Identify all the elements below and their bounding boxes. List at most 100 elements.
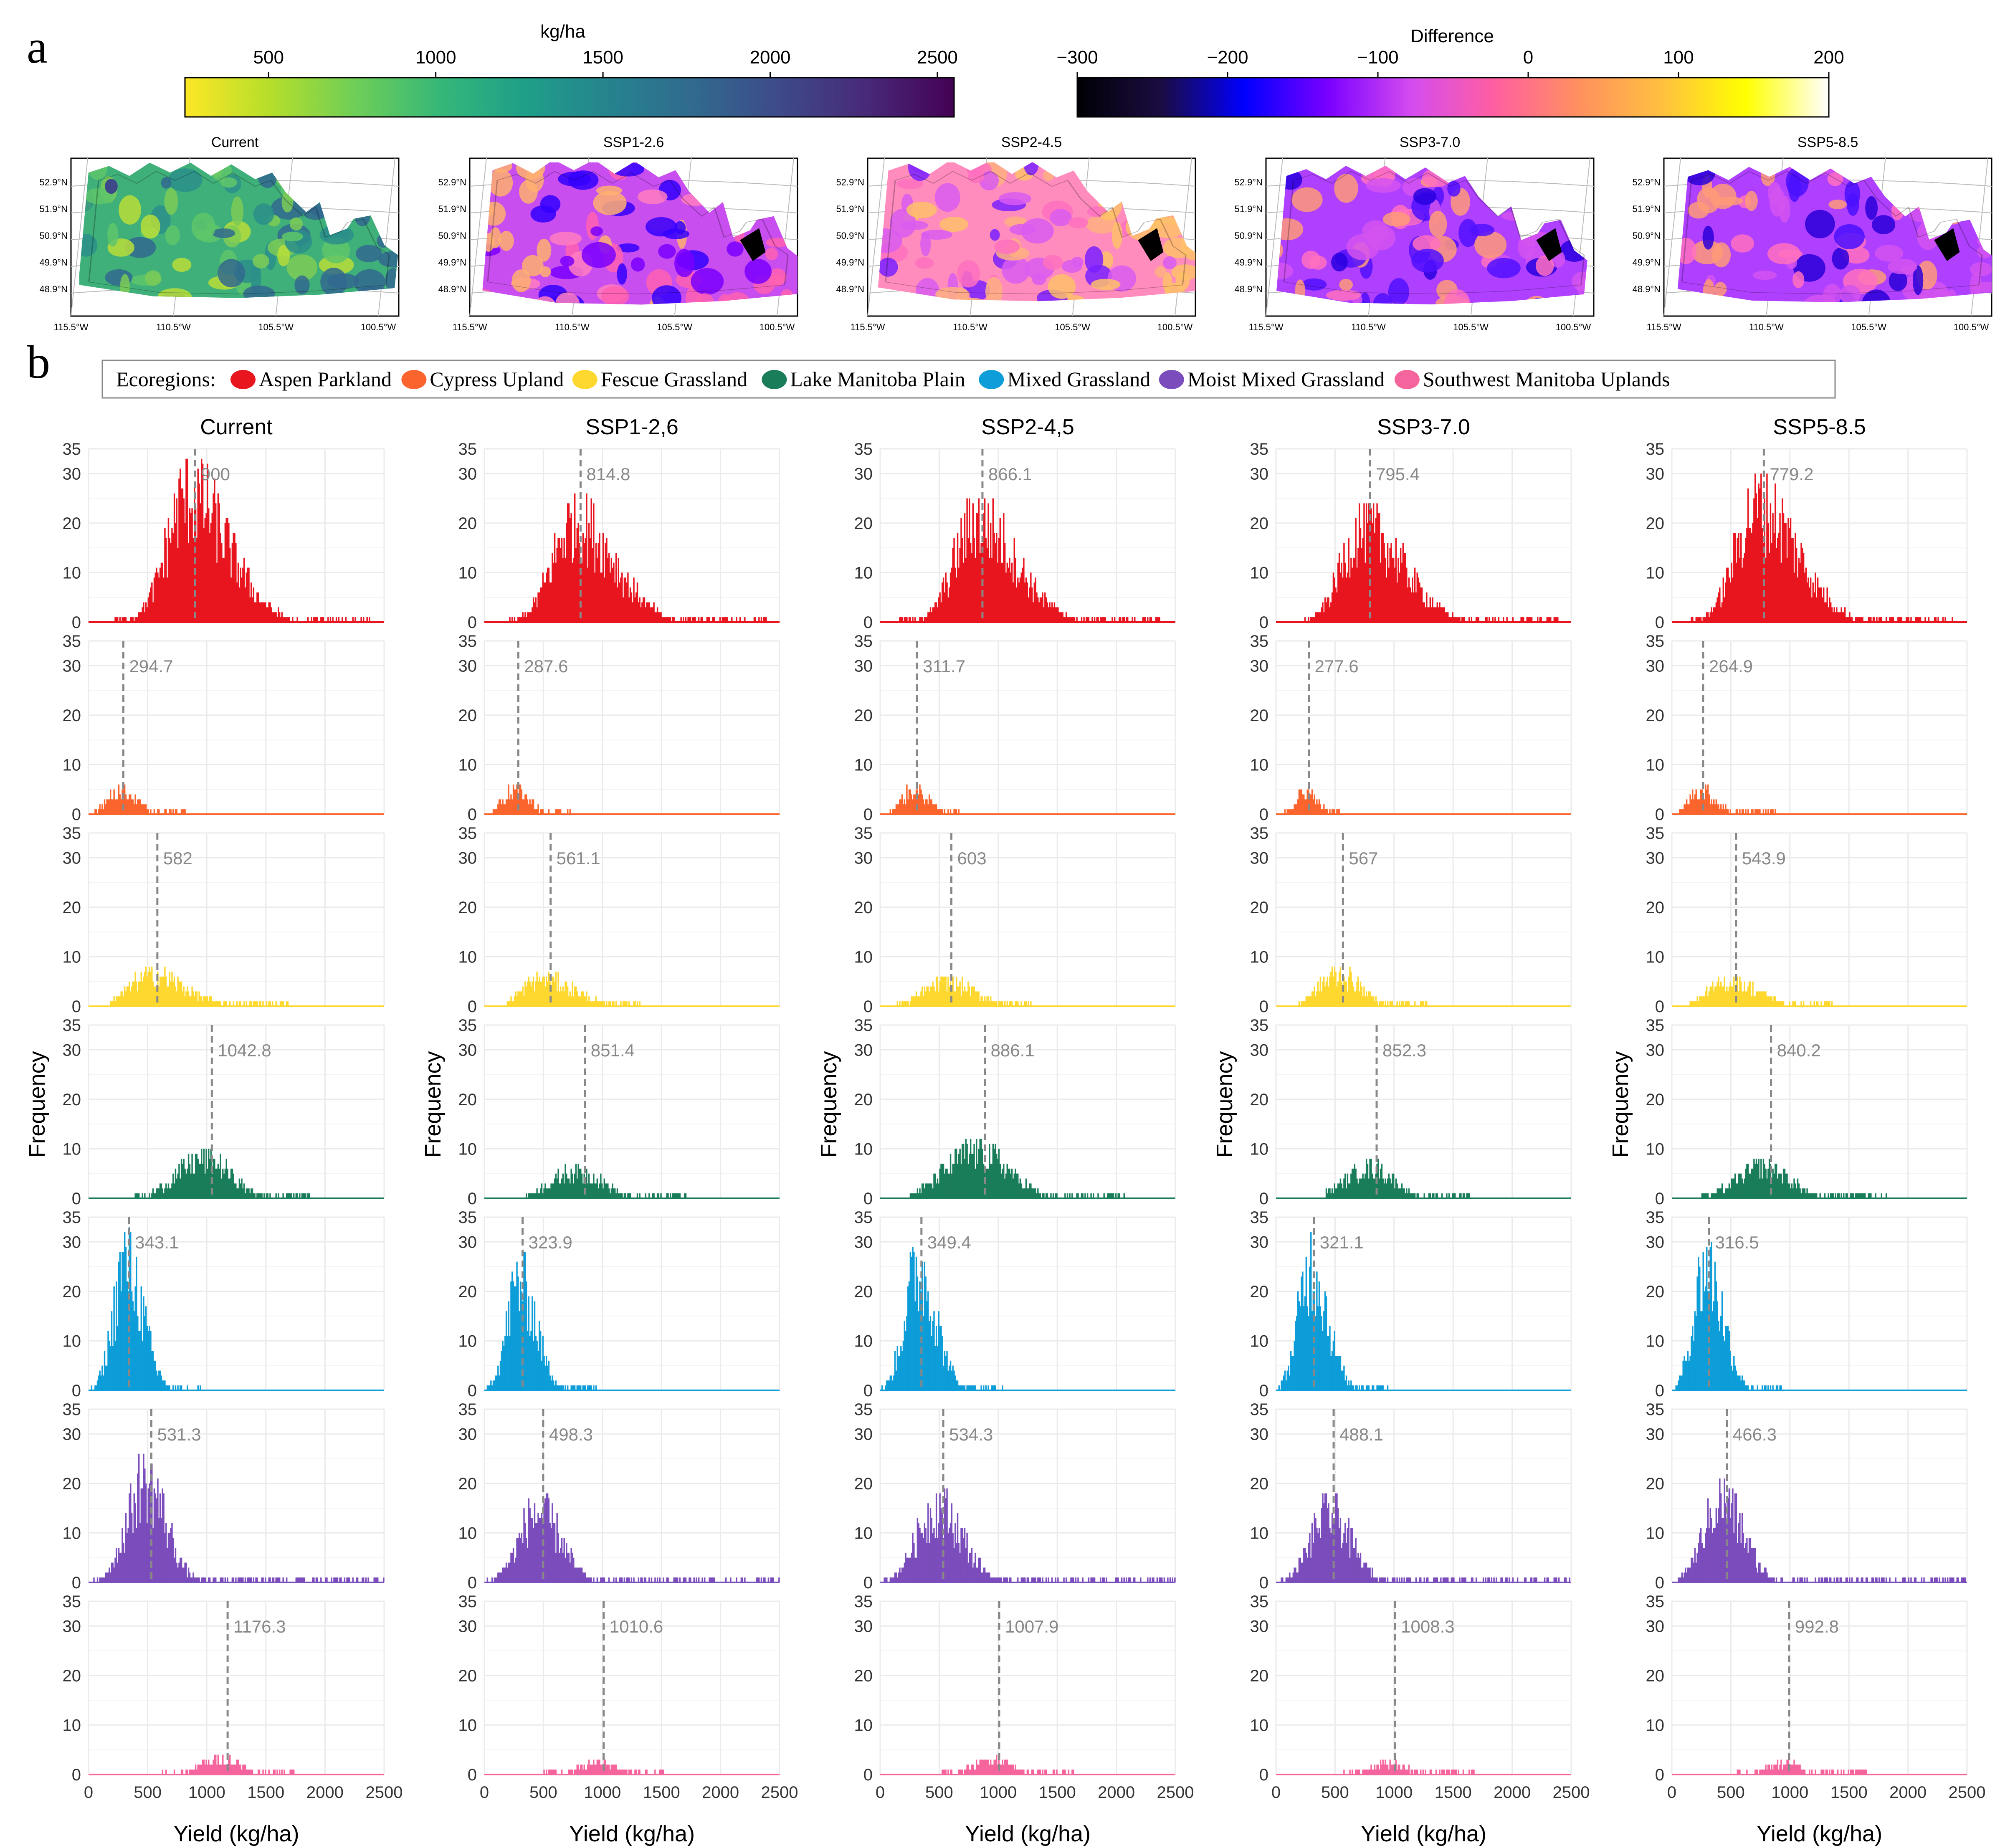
histogram-bar xyxy=(144,612,146,622)
histogram-bar xyxy=(1009,1001,1010,1006)
histogram-bar xyxy=(1735,562,1737,622)
histogram-bar xyxy=(954,809,956,814)
histogram-bar xyxy=(307,1193,309,1198)
histogram-bar xyxy=(684,1193,686,1198)
histogram-bar xyxy=(1715,602,1717,622)
histogram-bar xyxy=(322,617,324,622)
histogram-bar xyxy=(701,617,703,622)
histogram-bar xyxy=(1792,538,1794,622)
histogram-bar xyxy=(112,1001,114,1006)
histogram-bar xyxy=(187,1154,190,1198)
y-tick-label: 10 xyxy=(458,1716,477,1734)
map-region-patch xyxy=(744,259,772,284)
histogram-bar xyxy=(1059,612,1061,622)
histogram-bar xyxy=(268,1001,270,1006)
histogram-bar xyxy=(187,458,188,622)
histogram-bar xyxy=(1292,809,1294,814)
histogram-bar xyxy=(1808,577,1809,622)
histogram-bar xyxy=(1338,809,1340,814)
histogram-bar xyxy=(517,991,519,1006)
histogram-bar xyxy=(915,991,917,1006)
map-region-patch xyxy=(1770,187,1785,217)
histogram-bar xyxy=(231,1168,233,1198)
histogram-bar xyxy=(1766,473,1768,622)
map-latitude-label: 48.9°N xyxy=(39,284,68,294)
histogram-bar xyxy=(257,1193,259,1198)
y-tick-label: 0 xyxy=(1655,805,1664,824)
histogram-bar xyxy=(180,809,182,814)
histogram-bar xyxy=(167,1183,170,1198)
histogram-bar xyxy=(1039,597,1041,622)
histogram-bar xyxy=(528,804,530,814)
histogram-bar xyxy=(587,1001,589,1006)
histogram-bar xyxy=(944,809,946,814)
histogram-bar xyxy=(1321,607,1322,622)
histogram-bar xyxy=(1819,587,1821,622)
histogram-bar xyxy=(1717,597,1718,622)
map-region-patch xyxy=(674,249,695,277)
histogram-bar xyxy=(914,1193,916,1198)
histogram-bar xyxy=(282,617,284,622)
histogram-bar xyxy=(1826,587,1828,622)
histogram-bar xyxy=(1722,577,1724,622)
histogram-bar xyxy=(260,1001,262,1006)
histogram-bar xyxy=(595,996,597,1006)
histogram-bar xyxy=(269,1193,271,1198)
map-longitude-label: 100.5°W xyxy=(361,322,396,332)
histogram-bar xyxy=(1721,809,1723,814)
histogram-bar xyxy=(665,617,667,622)
histogram-bar xyxy=(1718,592,1719,622)
histogram-bar xyxy=(1322,602,1324,622)
histogram-bar xyxy=(1782,1001,1785,1006)
map-region-patch xyxy=(1752,271,1777,280)
histogram-bar xyxy=(1754,473,1756,622)
histogram-bar xyxy=(1755,809,1757,814)
histogram-bar xyxy=(1330,972,1332,1006)
histogram-bar xyxy=(157,1188,159,1198)
histogram-bar xyxy=(233,533,234,622)
histogram-bar xyxy=(1143,617,1145,622)
histogram-bar xyxy=(1332,572,1334,622)
histogram-bar xyxy=(928,991,930,1006)
histogram-bar xyxy=(201,1149,203,1198)
histogram-bar xyxy=(194,996,195,1006)
histogram-bar xyxy=(1952,617,1953,622)
histogram-bar xyxy=(638,602,640,622)
histogram-bar xyxy=(1705,617,1706,622)
histogram-bar xyxy=(967,981,969,1006)
map-longitude-label: 105.5°W xyxy=(1851,322,1886,332)
map-latitude-label: 49.9°N xyxy=(836,257,864,268)
mean-label: 264.9 xyxy=(1709,656,1753,676)
histogram-bar xyxy=(145,967,147,1006)
histogram-bar xyxy=(114,617,116,622)
histogram-bar xyxy=(663,617,664,622)
map-region-patch xyxy=(1444,289,1470,305)
histogram-bar xyxy=(1017,1001,1019,1006)
map-latitude-label: 49.9°N xyxy=(39,257,68,268)
histogram-bar xyxy=(1717,981,1718,1006)
histogram-bar xyxy=(947,597,949,622)
histogram-bar xyxy=(107,799,109,814)
mean-label: 840.2 xyxy=(1777,1040,1821,1060)
map-region-patch xyxy=(1413,188,1437,205)
histogram-bar xyxy=(154,572,157,622)
histogram-bar xyxy=(583,996,585,1006)
histogram-bar xyxy=(1318,612,1320,622)
map-longitude-label: 110.5°W xyxy=(555,322,590,332)
histogram-bar xyxy=(959,1149,961,1198)
histogram-bar xyxy=(218,1168,220,1198)
histogram-bar xyxy=(299,1193,301,1198)
histogram-bar xyxy=(1713,991,1715,1006)
histogram-bar xyxy=(725,617,727,622)
x-tick-label: 2000 xyxy=(306,1783,344,1802)
histogram-bar xyxy=(1086,617,1087,622)
histogram-bar xyxy=(554,981,556,1006)
histogram-bar xyxy=(1328,597,1329,622)
histogram-bar xyxy=(934,991,936,1006)
y-tick-label: 10 xyxy=(1646,1140,1665,1158)
histogram-bar xyxy=(1382,533,1384,622)
histogram-bar xyxy=(236,582,238,622)
